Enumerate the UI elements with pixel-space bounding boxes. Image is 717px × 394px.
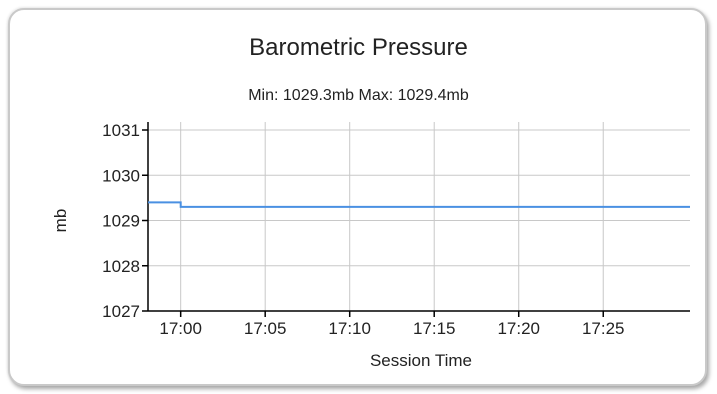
y-tick-label: 1030 xyxy=(102,166,140,185)
y-tick-label: 1031 xyxy=(102,121,140,140)
x-tick-label: 17:15 xyxy=(413,319,456,338)
x-tick-label: 17:05 xyxy=(244,319,287,338)
x-tick-label: 17:25 xyxy=(582,319,625,338)
chart-subtitle: Min: 1029.3mb Max: 1029.4mb xyxy=(248,87,469,104)
chart-title: Barometric Pressure xyxy=(249,34,468,61)
y-tick-label: 1027 xyxy=(102,302,140,321)
x-tick-label: 17:20 xyxy=(497,319,540,338)
y-tick-label: 1029 xyxy=(102,212,140,231)
series-line xyxy=(148,201,690,208)
x-tick-label: 17:10 xyxy=(328,319,371,338)
y-tick-label: 1028 xyxy=(102,257,140,276)
y-axis-title: mb xyxy=(51,209,70,233)
chart-panel xyxy=(8,8,707,386)
x-axis-title: Session Time xyxy=(370,351,472,370)
x-tick-label: 17:00 xyxy=(159,319,202,338)
